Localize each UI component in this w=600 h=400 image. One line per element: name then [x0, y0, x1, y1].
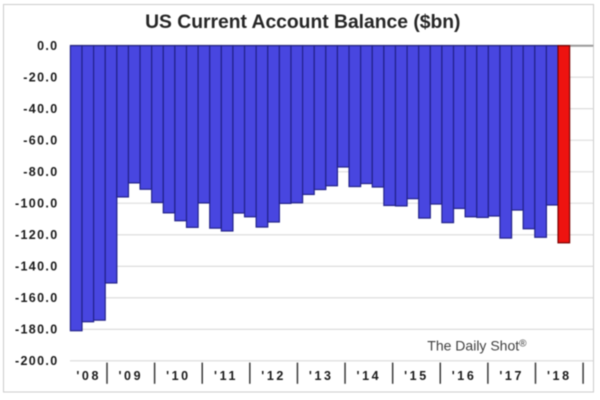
- svg-text:'09: '09: [118, 369, 143, 383]
- svg-text:'13: '13: [309, 369, 334, 383]
- svg-text:'14: '14: [357, 369, 382, 383]
- svg-text:-200.0: -200.0: [15, 354, 59, 368]
- svg-text:'11: '11: [214, 369, 238, 383]
- svg-text:'10: '10: [166, 369, 191, 383]
- svg-text:'16: '16: [452, 369, 477, 383]
- svg-text:0.0: 0.0: [37, 39, 58, 53]
- svg-text:-120.0: -120.0: [15, 228, 59, 242]
- svg-text:-180.0: -180.0: [15, 323, 59, 337]
- svg-text:'12: '12: [261, 369, 286, 383]
- svg-text:'15: '15: [404, 369, 429, 383]
- svg-text:-60.0: -60.0: [23, 134, 58, 148]
- svg-text:The Daily Shot®: The Daily Shot®: [427, 338, 527, 354]
- svg-text:-20.0: -20.0: [23, 71, 58, 85]
- svg-text:'08: '08: [76, 369, 101, 383]
- svg-text:US Current Account Balance ($b: US Current Account Balance ($bn): [145, 12, 460, 33]
- svg-text:-140.0: -140.0: [15, 260, 59, 274]
- svg-text:'18: '18: [547, 369, 572, 383]
- svg-text:-160.0: -160.0: [15, 291, 59, 305]
- svg-text:-40.0: -40.0: [23, 102, 58, 116]
- svg-text:-100.0: -100.0: [15, 197, 59, 211]
- svg-text:-80.0: -80.0: [23, 165, 58, 179]
- svg-text:'17: '17: [499, 369, 524, 383]
